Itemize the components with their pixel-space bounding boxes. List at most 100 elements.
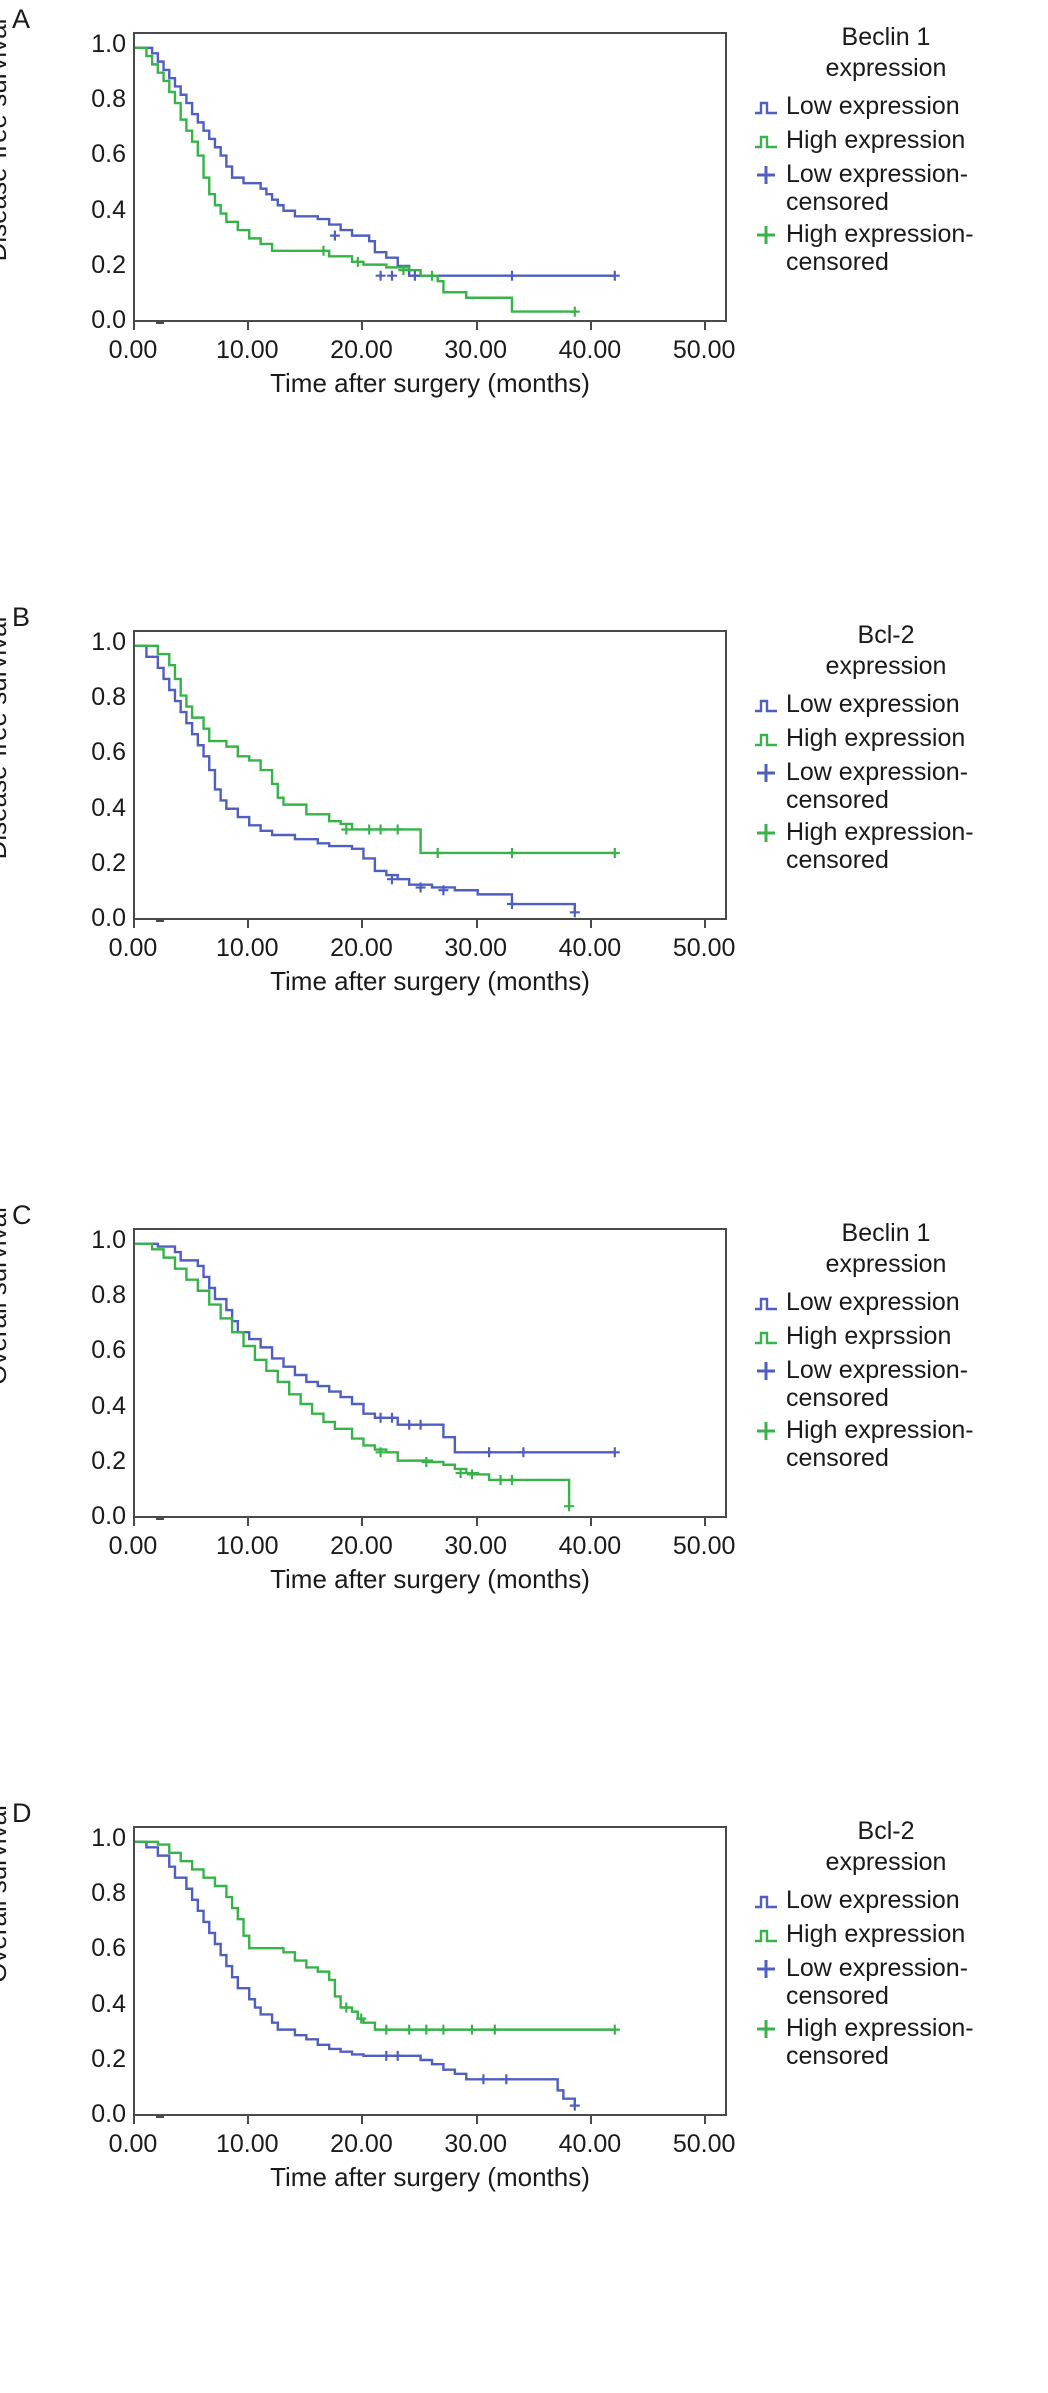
legend-title: Bcl-2 expression [752, 1816, 1042, 1877]
x-tick-mark [361, 2116, 364, 2124]
legend-item-label: High expression-censored [786, 1416, 974, 1472]
x-tick-mark [704, 920, 707, 928]
step-line-icon [752, 690, 786, 720]
plus-icon [752, 818, 786, 848]
x-tick-mark [475, 2116, 478, 2124]
x-tick-mark [475, 322, 478, 330]
legend-item-label: Low expression [786, 1886, 960, 1914]
legend-item[interactable]: High expression-censored [752, 220, 1042, 276]
x-tick-mark [133, 1518, 135, 1526]
legend-item-label: High expression-censored [786, 220, 974, 276]
legend-title: Bcl-2 expression [752, 620, 1042, 681]
y-axis-label: Disease-free survival [0, 616, 12, 860]
x-tick-mark [247, 1518, 250, 1526]
legend-title-line-2: expression [825, 1847, 947, 1876]
legend-item[interactable]: Low expression [752, 92, 1042, 122]
y-tick-label: 0.2 [91, 1446, 126, 1475]
y-axis-label: Disease-free survival [0, 18, 12, 262]
x-tick-label: 10.00 [215, 2130, 279, 2158]
legend-item-label: High expression [786, 126, 966, 154]
legend-item-label: Low expression-censored [786, 160, 969, 216]
legend-item[interactable]: Low expression-censored [752, 1356, 1042, 1412]
y-tick-label: 0.6 [91, 1336, 126, 1365]
panel-letter: A [12, 4, 31, 34]
x-axis-label: Time after surgery (months) [270, 1564, 590, 1594]
legend-title-line-2: expression [825, 651, 947, 680]
step-line-icon [752, 724, 786, 754]
legend-item[interactable]: High expression-censored [752, 2014, 1042, 2070]
x-tick-mark [704, 1518, 707, 1526]
panel-letter: D [12, 1798, 32, 1828]
x-tick-mark [475, 920, 478, 928]
y-axis-ticks: 1.0 0.8 0.6 0.4 0.2 0.0 [30, 1196, 164, 1530]
legend-item[interactable]: Low expression [752, 690, 1042, 720]
y-axis-ticks: 1.0 0.8 0.6 0.4 0.2 0.0 [30, 598, 164, 932]
legend-item-label: Low expression-censored [786, 758, 969, 814]
x-tick-label: 20.00 [330, 336, 393, 364]
legend: Bcl-2 expression Low expression High expres… [752, 620, 1042, 878]
x-tick-label: 10.00 [215, 1532, 279, 1560]
panel-letter: B [12, 602, 31, 632]
x-tick-mark [133, 2116, 135, 2124]
y-tick-mark [156, 2116, 164, 2118]
y-axis-label: Overall survival [0, 1207, 12, 1385]
legend-item[interactable]: Low expression-censored [752, 160, 1042, 216]
y-tick-label: 0.6 [91, 738, 126, 767]
y-tick-label: 0.8 [91, 85, 126, 114]
x-tick-mark [247, 920, 250, 928]
x-tick-mark [704, 2116, 707, 2124]
legend-item[interactable]: High expression-censored [752, 1416, 1042, 1472]
x-tick-mark [589, 322, 592, 330]
panel-letter: C [12, 1200, 32, 1230]
y-tick-mark [156, 1518, 164, 1520]
x-tick-label: 10.00 [215, 336, 279, 364]
legend-item[interactable]: Low expression-censored [752, 1954, 1042, 2010]
legend-item[interactable]: Low expression-censored [752, 758, 1042, 814]
legend-item[interactable]: Low expression [752, 1886, 1042, 1916]
legend-title-line-1: Bcl-2 [857, 621, 915, 649]
plus-icon [752, 758, 786, 788]
x-axis-ticks: 0.00 10.00 20.00 30.00 40.00 50.00 [109, 920, 735, 998]
legend-item-label: Low expression-censored [786, 1356, 969, 1412]
x-tick-mark [475, 1518, 478, 1526]
legend-item[interactable]: High expression [752, 724, 1042, 754]
x-tick-label: 10.00 [215, 934, 279, 962]
x-tick-label: 40.00 [558, 2130, 622, 2158]
plot-area [133, 630, 727, 920]
legend-item[interactable]: High expression [752, 126, 1042, 156]
legend-item-label: High exprssion [786, 1322, 952, 1350]
y-axis-ticks: 1.0 0.8 0.6 0.4 0.2 0.0 [30, 1794, 164, 2128]
y-tick-label: 0.6 [91, 1934, 126, 1963]
x-tick-label: 50.00 [672, 1532, 736, 1560]
y-tick-label: 0.8 [91, 683, 126, 712]
x-tick-label: 0.00 [108, 1532, 158, 1560]
x-tick-mark [589, 1518, 592, 1526]
y-tick-mark [156, 920, 164, 922]
y-tick-label: 0.8 [91, 1879, 126, 1908]
legend-item[interactable]: High expression-censored [752, 818, 1042, 874]
step-line-icon [752, 1886, 786, 1916]
step-line-icon [752, 92, 786, 122]
x-axis-label: Time after surgery (months) [270, 2162, 590, 2192]
plus-icon [752, 160, 786, 190]
legend-item[interactable]: High expression [752, 1920, 1042, 1950]
y-tick-label: 0.6 [91, 140, 126, 169]
legend-item[interactable]: High exprssion [752, 1322, 1042, 1352]
y-tick-label: 0.2 [91, 848, 126, 877]
legend-item-label: High expression-censored [786, 818, 974, 874]
x-tick-label: 30.00 [444, 934, 507, 962]
x-tick-mark [133, 920, 135, 928]
y-tick-label: 0.4 [91, 1989, 126, 2018]
legend-item-label: Low expression [786, 1288, 960, 1316]
legend-item[interactable]: Low expression [752, 1288, 1042, 1318]
y-tick-label: 1.0 [91, 29, 126, 58]
legend-title-line-1: Bcl-2 [857, 1817, 915, 1845]
legend-item-label: Low expression-censored [786, 1954, 969, 2010]
y-tick-label: 1.0 [91, 627, 126, 656]
panel-c: C Overall survival 1.0 0.8 0.6 0.4 0.2 0.0 0.00 1… [0, 1196, 1048, 1794]
x-tick-mark [589, 2116, 592, 2124]
legend-title-line-1: Beclin 1 [841, 23, 931, 51]
step-line-icon [752, 126, 786, 156]
x-tick-mark [704, 322, 707, 330]
